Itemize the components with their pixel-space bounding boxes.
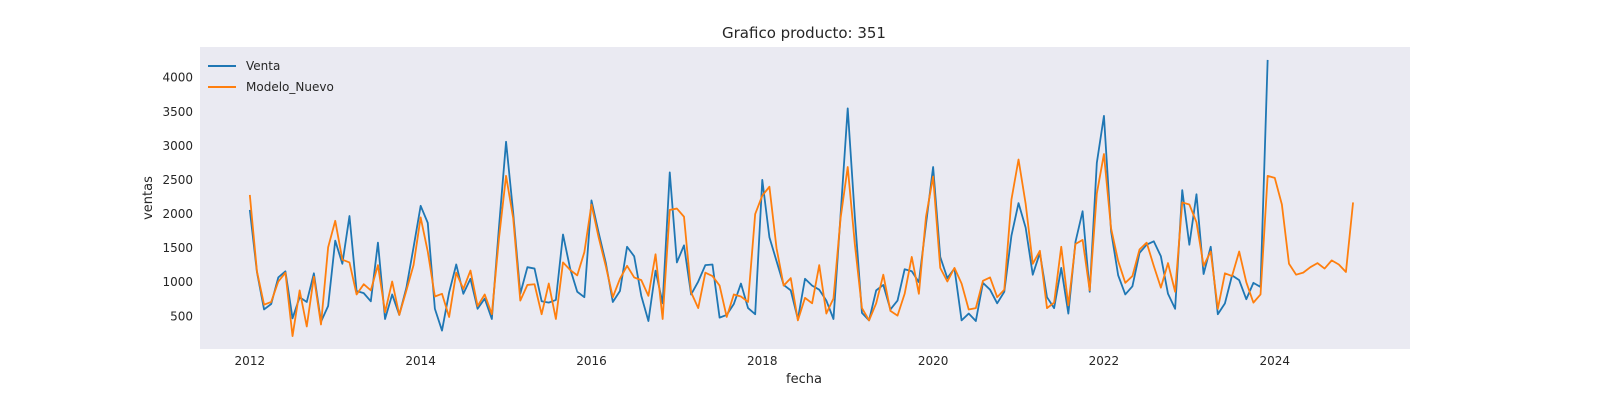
x-tick-label: 2018	[747, 354, 778, 368]
plot-area	[200, 47, 1410, 349]
legend: Venta Modelo_Nuevo	[208, 59, 334, 94]
x-tick-label: 2012	[235, 354, 266, 368]
y-tick-label: 500	[170, 309, 193, 323]
x-tick-label: 2016	[576, 354, 607, 368]
y-tick-label: 2500	[162, 173, 193, 187]
chart-title: Grafico producto: 351	[722, 24, 886, 42]
x-tick-label: 2020	[918, 354, 949, 368]
chart-marks	[248, 59, 1354, 337]
series-line-venta	[248, 59, 1269, 332]
x-axis-label: fecha	[786, 372, 822, 387]
y-tick-label: 1000	[162, 275, 193, 289]
x-tick-label: 2014	[405, 354, 436, 368]
y-tick-label: 3500	[162, 105, 193, 119]
y-tick-label: 2000	[162, 207, 193, 221]
y-tick-label: 3000	[162, 139, 193, 153]
x-axis: 2012 2014 2016 2018 2020 2022 2024	[235, 354, 1290, 368]
x-tick-label: 2024	[1259, 354, 1290, 368]
y-tick-label: 4000	[162, 71, 193, 85]
y-tick-label: 1500	[162, 241, 193, 255]
legend-label: Modelo_Nuevo	[246, 80, 334, 94]
y-axis-label: ventas	[141, 176, 156, 220]
series-line-modelo-nuevo	[248, 153, 1354, 337]
legend-label: Venta	[246, 59, 280, 73]
x-tick-label: 2022	[1089, 354, 1120, 368]
y-axis: 500 1000 1500 2000 2500 3000 3500 4000	[162, 71, 193, 324]
